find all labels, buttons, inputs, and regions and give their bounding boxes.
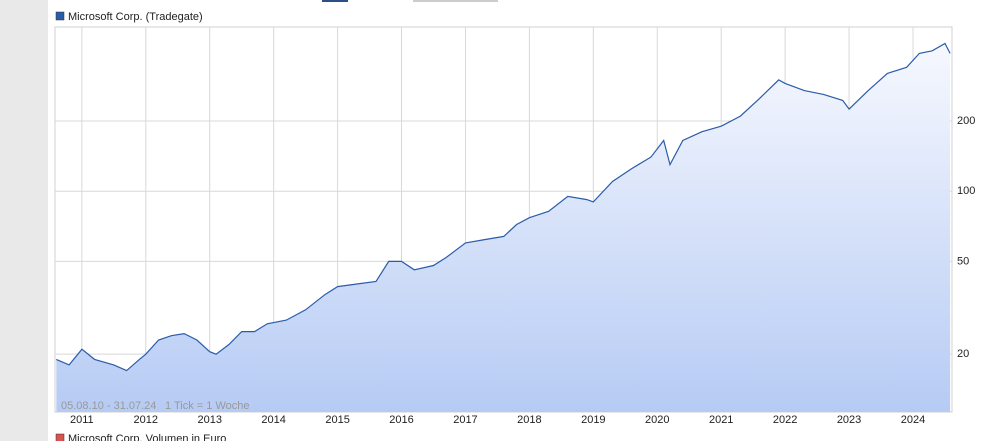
y-tick-label: 100 bbox=[957, 185, 975, 197]
x-tick-label: 2024 bbox=[901, 414, 925, 426]
x-tick-label: 2014 bbox=[261, 414, 285, 426]
area bbox=[56, 43, 951, 412]
x-tick-label: 2022 bbox=[773, 414, 797, 426]
legend-label: Microsoft Corp. (Tradegate) bbox=[68, 11, 203, 23]
x-tick-label: 2016 bbox=[389, 414, 413, 426]
y-tick-label: 20 bbox=[957, 348, 969, 360]
x-tick-label: 2023 bbox=[837, 414, 861, 426]
x-tick-label: 2011 bbox=[70, 414, 94, 426]
y-tick-label: 200 bbox=[957, 115, 975, 127]
x-tick-label: 2020 bbox=[645, 414, 669, 426]
legend-label: Microsoft Corp. Volumen in Euro bbox=[68, 433, 226, 441]
annotation: 05.08.10 - 31.07.24 bbox=[61, 400, 156, 412]
y-tick-label: 50 bbox=[957, 255, 969, 267]
legend-swatch bbox=[55, 11, 65, 21]
x-tick-label: 2012 bbox=[134, 414, 158, 426]
plot bbox=[55, 27, 952, 412]
x-tick-label: 2021 bbox=[709, 414, 733, 426]
tab-marker bbox=[413, 0, 498, 2]
x-tick-label: 2019 bbox=[581, 414, 605, 426]
legend-swatch bbox=[55, 433, 65, 441]
side-strip bbox=[0, 0, 48, 441]
annotation: 1 Tick = 1 Woche bbox=[165, 400, 249, 412]
x-tick-label: 2018 bbox=[517, 414, 541, 426]
price-line bbox=[56, 42, 951, 372]
x-tick-label: 2015 bbox=[325, 414, 349, 426]
x-tick-label: 2017 bbox=[453, 414, 477, 426]
x-tick-label: 2013 bbox=[197, 414, 221, 426]
tab-marker bbox=[322, 0, 348, 2]
